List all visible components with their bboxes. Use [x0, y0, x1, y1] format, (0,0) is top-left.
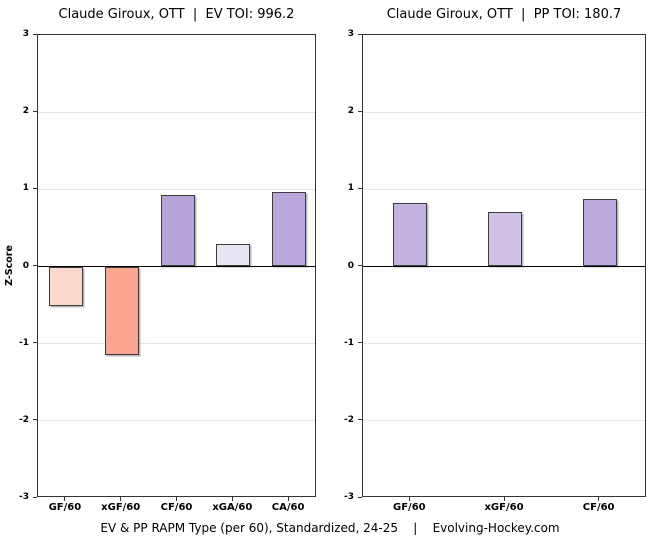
- gridline: [38, 420, 315, 422]
- y-tick-mark: [358, 265, 362, 266]
- y-tick-label: -3: [19, 492, 29, 502]
- ev-chart-title: Claude Giroux, OTT | EV TOI: 996.2: [58, 7, 295, 22]
- y-tick-label: 2: [347, 106, 354, 117]
- y-tick-mark: [33, 33, 37, 35]
- y-tick-mark: [358, 342, 362, 344]
- zero-line: [38, 265, 315, 268]
- y-tick-label: 1: [22, 183, 29, 194]
- bar-xgf-60: [104, 266, 139, 356]
- x-tick-mark: [231, 497, 233, 501]
- y-tick-mark: [33, 496, 37, 498]
- x-tick-label: xGF/60: [484, 502, 524, 513]
- gridline: [363, 111, 645, 113]
- bar-gf-60: [393, 203, 428, 267]
- gridline: [363, 343, 645, 345]
- x-tick-mark: [64, 497, 66, 501]
- bar-cf-60: [160, 194, 195, 267]
- y-tick-label: -1: [19, 337, 29, 348]
- x-tick-mark: [408, 497, 410, 501]
- gridline: [38, 343, 315, 345]
- x-tick-mark: [176, 497, 177, 501]
- y-tick-label: -2: [344, 414, 354, 425]
- x-tick-mark: [287, 497, 289, 501]
- y-tick-label: 2: [22, 106, 29, 117]
- gridline: [38, 111, 315, 113]
- x-tick-label: CF/60: [582, 502, 615, 513]
- y-tick-mark: [33, 419, 37, 421]
- y-tick-mark: [33, 265, 37, 266]
- x-tick-mark: [598, 497, 600, 501]
- y-tick-label: -3: [344, 492, 354, 502]
- x-tick-label: CA/60: [271, 502, 305, 513]
- ev-chart: Claude Giroux, OTT | EV TOI: 996.2 Z-Sco…: [4, 7, 316, 513]
- bar-xgf-60: [488, 211, 522, 267]
- y-tick-label: -1: [344, 337, 354, 348]
- x-tick-label: xGF/60: [101, 502, 141, 513]
- y-tick-label: 1: [347, 183, 354, 194]
- gridline: [363, 188, 645, 190]
- y-tick-label: 3: [347, 29, 354, 39]
- x-tick-label: CF/60: [160, 502, 193, 513]
- y-tick-mark: [358, 33, 362, 35]
- bar-gf-60: [48, 266, 83, 306]
- pp-chart-title: Claude Giroux, OTT | PP TOI: 180.7: [386, 7, 622, 22]
- ev-plot-area: [37, 34, 316, 497]
- pp-chart: Claude Giroux, OTT | PP TOI: 180.7 3 2 1 0 -…: [330, 0, 660, 544]
- gridline: [38, 188, 315, 190]
- y-tick-mark: [358, 110, 362, 112]
- x-tick-mark: [120, 497, 122, 501]
- y-tick-mark: [358, 419, 362, 421]
- x-tick-label: GF/60: [393, 502, 426, 513]
- y-tick-mark: [33, 187, 37, 189]
- figure-caption: EV & PP RAPM Type (per 60), Standardized…: [100, 521, 560, 535]
- y-tick-label: 0: [22, 260, 29, 271]
- gridline: [363, 420, 645, 422]
- pp-plot-area: [362, 34, 646, 497]
- bar-cf-60: [582, 198, 617, 267]
- y-tick-label: 3: [22, 29, 29, 39]
- y-tick-label: -2: [19, 414, 29, 425]
- zero-line: [363, 265, 645, 268]
- y-tick-label: 0: [347, 260, 354, 271]
- bar-xga-60: [216, 244, 251, 267]
- y-tick-mark: [358, 496, 362, 498]
- bar-ca-60: [272, 192, 307, 267]
- x-tick-label: xGA/60: [212, 502, 253, 513]
- y-tick-mark: [33, 342, 37, 344]
- x-tick-label: GF/60: [48, 502, 82, 513]
- y-tick-mark: [33, 110, 37, 112]
- y-tick-mark: [358, 187, 362, 189]
- x-tick-mark: [503, 497, 505, 501]
